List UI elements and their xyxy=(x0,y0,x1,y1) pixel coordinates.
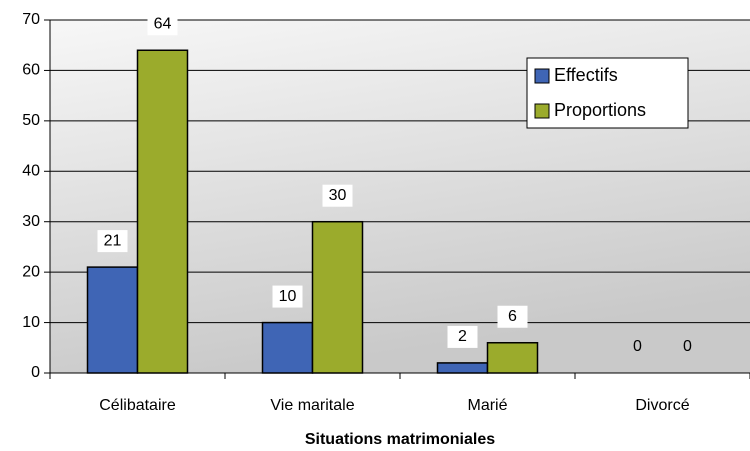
legend-label: Proportions xyxy=(554,100,646,120)
x-tick-label: Marié xyxy=(467,397,507,414)
y-tick-label: 0 xyxy=(31,364,40,381)
bar xyxy=(136,49,189,374)
y-tick-label: 50 xyxy=(22,112,40,129)
data-label: 64 xyxy=(154,15,172,32)
y-tick-label: 20 xyxy=(22,263,40,280)
y-tick-label: 60 xyxy=(22,62,40,79)
data-label: 10 xyxy=(279,288,297,305)
data-label: 21 xyxy=(104,232,122,249)
data-label-bg xyxy=(97,230,128,253)
legend-swatch xyxy=(534,103,550,119)
data-label: 0 xyxy=(683,338,692,355)
x-tick-label: Vie maritale xyxy=(270,397,354,414)
bar xyxy=(311,220,364,374)
legend xyxy=(526,57,689,129)
y-tick-label: 30 xyxy=(22,213,40,230)
bar xyxy=(261,321,314,374)
bar xyxy=(486,341,539,374)
y-tick-label: 10 xyxy=(22,314,40,331)
data-label-bg xyxy=(272,285,303,308)
data-label: 0 xyxy=(633,338,642,355)
y-tick-label: 70 xyxy=(22,11,40,28)
data-label-bg xyxy=(497,305,528,328)
data-label: 6 xyxy=(508,308,517,325)
bar xyxy=(436,362,489,374)
y-tick-label: 40 xyxy=(22,163,40,180)
bar xyxy=(86,266,139,374)
x-tick-label: Divorcé xyxy=(635,397,689,414)
data-label: 30 xyxy=(329,187,347,204)
legend-label: Effectifs xyxy=(554,65,618,85)
data-label-bg xyxy=(447,325,478,348)
data-label-bg xyxy=(322,184,353,207)
data-label-bg xyxy=(147,13,178,36)
x-axis-title: Situations matrimoniales xyxy=(305,431,495,448)
x-tick-label: Célibataire xyxy=(99,397,176,414)
data-label: 2 xyxy=(458,328,467,345)
legend-swatch xyxy=(534,68,550,84)
